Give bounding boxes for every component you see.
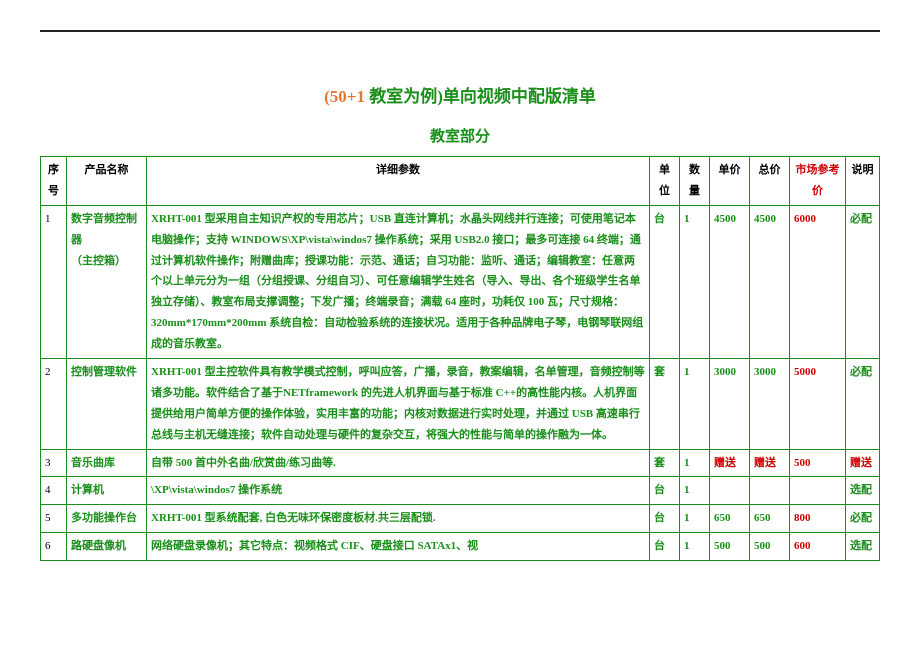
col-total: 总价: [750, 157, 790, 206]
cell-detail: \XP\vista\windos7 操作系统: [147, 477, 650, 505]
col-memo: 说明: [846, 157, 880, 206]
cell-ref: 800: [790, 505, 846, 533]
cell-unit: 台: [650, 505, 680, 533]
col-idx: 序号: [41, 157, 67, 206]
table-row: 2控制管理软件XRHT-001 型主控软件具有教学模式控制，呼叫应答，广播，录音…: [41, 359, 880, 450]
col-detail: 详细参数: [147, 157, 650, 206]
col-qty: 数量: [680, 157, 710, 206]
cell-idx: 1: [41, 205, 67, 358]
cell-ref: 5000: [790, 359, 846, 450]
cell-price: [710, 477, 750, 505]
cell-price: 500: [710, 533, 750, 561]
cell-qty: 1: [680, 505, 710, 533]
cell-qty: 1: [680, 533, 710, 561]
cell-qty: 1: [680, 359, 710, 450]
cell-memo: 选配: [846, 477, 880, 505]
cell-qty: 1: [680, 449, 710, 477]
col-name: 产品名称: [67, 157, 147, 206]
cell-unit: 套: [650, 359, 680, 450]
cell-detail: XRHT-001 型系统配套, 白色无味环保密度板材.共三层配锁.: [147, 505, 650, 533]
cell-memo: 选配: [846, 533, 880, 561]
cell-ref: 600: [790, 533, 846, 561]
table-row: 5多功能操作台XRHT-001 型系统配套, 白色无味环保密度板材.共三层配锁.…: [41, 505, 880, 533]
cell-total: 4500: [750, 205, 790, 358]
cell-detail: XRHT-001 型采用自主知识产权的专用芯片；USB 直连计算机；水晶头网线并…: [147, 205, 650, 358]
col-unit: 单位: [650, 157, 680, 206]
cell-unit: 台: [650, 477, 680, 505]
cell-detail: XRHT-001 型主控软件具有教学模式控制，呼叫应答，广播，录音，教案编辑，名…: [147, 359, 650, 450]
cell-detail: 网络硬盘录像机；其它特点：视频格式 CIF、硬盘接口 SATAx1、视: [147, 533, 650, 561]
table-row: 6路硬盘像机网络硬盘录像机；其它特点：视频格式 CIF、硬盘接口 SATAx1、…: [41, 533, 880, 561]
cell-ref: [790, 477, 846, 505]
cell-unit: 台: [650, 533, 680, 561]
table-row: 1数字音频控制器（主控箱）XRHT-001 型采用自主知识产权的专用芯片；USB…: [41, 205, 880, 358]
col-price: 单价: [710, 157, 750, 206]
cell-qty: 1: [680, 477, 710, 505]
cell-name: 路硬盘像机: [67, 533, 147, 561]
title-prefix: (50+1: [324, 87, 365, 106]
equipment-table: 序号 产品名称 详细参数 单位 数量 单价 总价 市场参考价 说明 1数字音频控…: [40, 156, 880, 561]
cell-unit: 套: [650, 449, 680, 477]
cell-ref: 6000: [790, 205, 846, 358]
cell-qty: 1: [680, 205, 710, 358]
cell-memo: 必配: [846, 505, 880, 533]
cell-name: 音乐曲库: [67, 449, 147, 477]
page-subtitle: 教室部分: [40, 125, 880, 146]
cell-idx: 5: [41, 505, 67, 533]
page-title: (50+1 教室为例)单向视频中配版清单: [40, 82, 880, 107]
title-suffix: 单向视频中配版清单: [443, 87, 596, 106]
cell-idx: 6: [41, 533, 67, 561]
cell-memo: 赠送: [846, 449, 880, 477]
cell-ref: 500: [790, 449, 846, 477]
cell-idx: 4: [41, 477, 67, 505]
top-rule: [40, 30, 880, 32]
cell-name: 控制管理软件: [67, 359, 147, 450]
cell-price: 赠送: [710, 449, 750, 477]
cell-price: 650: [710, 505, 750, 533]
cell-name: 计算机: [67, 477, 147, 505]
title-mid: 教室为例): [365, 87, 443, 106]
cell-detail: 自带 500 首中外名曲/欣赏曲/练习曲等.: [147, 449, 650, 477]
cell-name: 多功能操作台: [67, 505, 147, 533]
cell-total: 500: [750, 533, 790, 561]
cell-unit: 台: [650, 205, 680, 358]
cell-total: 赠送: [750, 449, 790, 477]
col-ref: 市场参考价: [790, 157, 846, 206]
cell-price: 4500: [710, 205, 750, 358]
cell-total: 3000: [750, 359, 790, 450]
table-header-row: 序号 产品名称 详细参数 单位 数量 单价 总价 市场参考价 说明: [41, 157, 880, 206]
cell-memo: 必配: [846, 359, 880, 450]
cell-idx: 2: [41, 359, 67, 450]
cell-idx: 3: [41, 449, 67, 477]
cell-memo: 必配: [846, 205, 880, 358]
cell-price: 3000: [710, 359, 750, 450]
cell-name: 数字音频控制器（主控箱）: [67, 205, 147, 358]
table-row: 3音乐曲库自带 500 首中外名曲/欣赏曲/练习曲等.套1赠送赠送500赠送: [41, 449, 880, 477]
cell-total: 650: [750, 505, 790, 533]
cell-total: [750, 477, 790, 505]
table-row: 4计算机\XP\vista\windos7 操作系统台1 选配: [41, 477, 880, 505]
